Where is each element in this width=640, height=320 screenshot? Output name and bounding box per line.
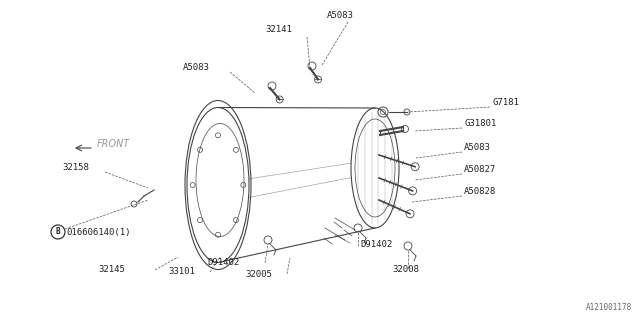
Text: A5083: A5083 — [326, 11, 353, 20]
Text: FRONT: FRONT — [97, 139, 131, 149]
Text: G31801: G31801 — [464, 119, 496, 128]
Text: 32158: 32158 — [62, 163, 89, 172]
Text: 016606140(1): 016606140(1) — [66, 228, 131, 236]
Text: A5083: A5083 — [464, 143, 491, 152]
Text: A5083: A5083 — [183, 63, 210, 72]
Text: 32145: 32145 — [98, 265, 125, 274]
Text: A121001178: A121001178 — [586, 303, 632, 312]
Text: G7181: G7181 — [492, 98, 519, 107]
Text: 33101: 33101 — [168, 267, 195, 276]
Text: D91402: D91402 — [360, 240, 392, 249]
Text: B: B — [56, 228, 60, 236]
Text: A50827: A50827 — [464, 165, 496, 174]
Text: 32141: 32141 — [265, 25, 292, 34]
Text: 32008: 32008 — [392, 265, 419, 274]
Text: 32005: 32005 — [245, 270, 272, 279]
Text: D91402: D91402 — [208, 258, 240, 267]
Text: A50828: A50828 — [464, 187, 496, 196]
